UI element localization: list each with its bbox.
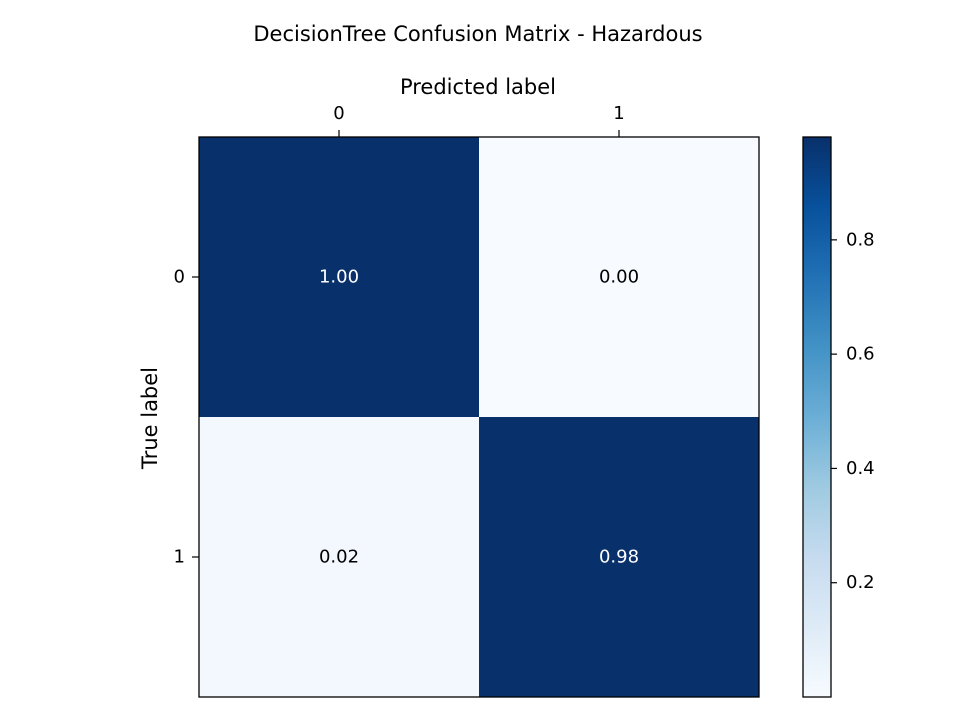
cell-value-label: 0.00 bbox=[599, 267, 639, 288]
matrix-cell-labels: 1.00 0.00 0.02 0.98 bbox=[319, 267, 639, 568]
y-axis-ticks: 01 bbox=[174, 267, 199, 568]
colorbar-tick-label: 0.6 bbox=[846, 344, 875, 365]
x-axis-label: Predicted label bbox=[400, 75, 556, 99]
cell-value-label: 0.98 bbox=[599, 547, 639, 568]
matrix-cell bbox=[479, 417, 759, 697]
colorbar-tick-label: 0.2 bbox=[846, 572, 875, 593]
cell-value-label: 1.00 bbox=[319, 267, 359, 288]
matrix-cells bbox=[199, 137, 759, 697]
x-tick-label: 0 bbox=[333, 103, 344, 124]
matrix-cell bbox=[479, 137, 759, 417]
colorbar-ticks: 0.2 0.4 0.6 0.8 bbox=[831, 229, 875, 593]
y-tick-label: 0 bbox=[174, 267, 185, 288]
y-axis-label: True label bbox=[138, 367, 162, 470]
colorbar-tick-label: 0.8 bbox=[846, 229, 875, 250]
matrix-cell bbox=[199, 137, 479, 417]
x-tick-label: 1 bbox=[613, 103, 624, 124]
matrix-cell bbox=[199, 417, 479, 697]
plot-frame bbox=[198, 136, 760, 698]
cell-value-label: 0.02 bbox=[319, 547, 359, 568]
colorbar bbox=[802, 136, 832, 698]
chart-title: DecisionTree Confusion Matrix - Hazardou… bbox=[253, 22, 702, 46]
colorbar-tick-label: 0.4 bbox=[846, 458, 875, 479]
y-tick-label: 1 bbox=[174, 547, 185, 568]
